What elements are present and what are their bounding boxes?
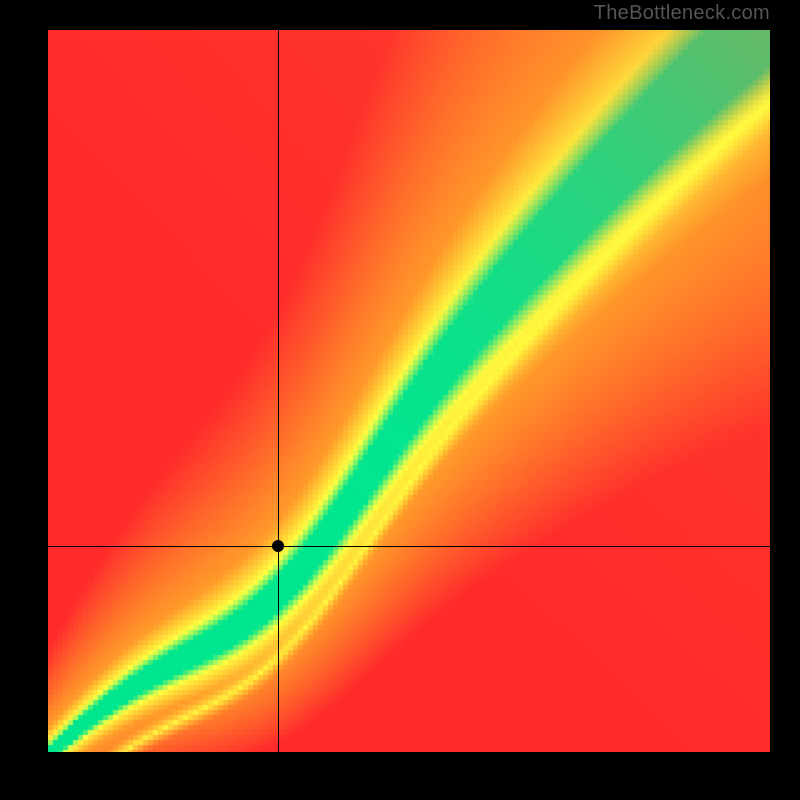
chart-container: TheBottleneck.com xyxy=(0,0,800,800)
crosshair-vertical xyxy=(278,30,279,752)
selection-marker xyxy=(272,540,284,552)
bottleneck-heatmap xyxy=(48,30,770,752)
crosshair-horizontal xyxy=(48,546,770,547)
watermark-text: TheBottleneck.com xyxy=(594,2,770,25)
